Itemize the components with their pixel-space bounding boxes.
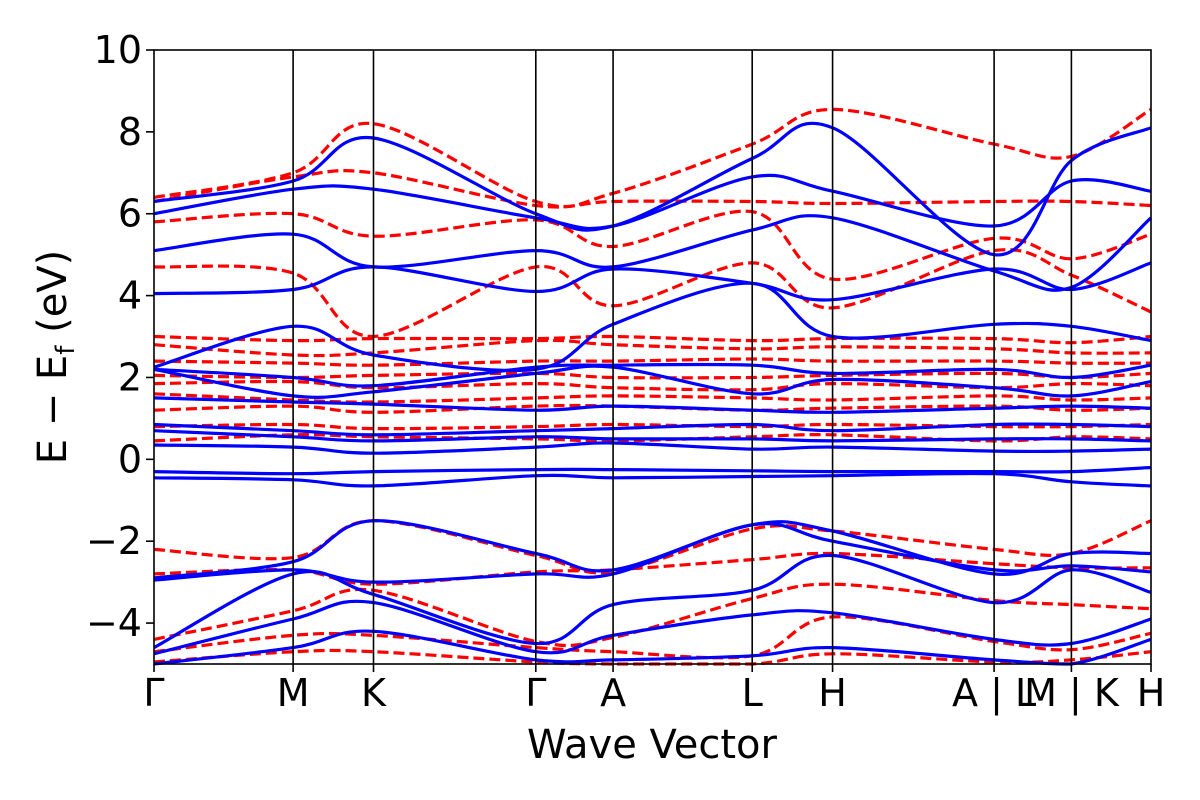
x-ticks: Γ M K Γ A L H A | LM | K H: [143, 664, 1165, 716]
y-tick-label: 10: [94, 28, 142, 72]
x-tick-label: M: [277, 671, 310, 715]
x-tick-label: K: [361, 671, 387, 715]
x-tick-label: H: [818, 671, 847, 715]
dashed-band-line-11: [153, 209, 1152, 282]
solid-band-line-13: [153, 121, 1152, 257]
y-tick-label: 0: [118, 437, 142, 481]
solid-band-line-8: [153, 362, 1152, 388]
y-tick-label: 4: [118, 274, 142, 318]
solid-band-line-4: [153, 429, 1152, 443]
solid-band-line-16: [153, 553, 1152, 650]
plot-frame: [153, 49, 1152, 665]
solid-band-line-1: [153, 471, 1152, 488]
dashed-band-line-13: [153, 107, 1152, 209]
solid-band-line-7: [153, 364, 1152, 399]
solid-band-line-18: [153, 629, 1152, 666]
dashed-band-line-12: [153, 169, 1152, 209]
y-tick-label: 2: [118, 355, 142, 399]
x-tick-label: Γ: [525, 671, 546, 715]
dashed-band-line-8: [153, 338, 1152, 358]
solid-band-line-6: [153, 396, 1152, 414]
y-tick-label: 6: [118, 192, 142, 236]
x-tick-label: A: [600, 671, 626, 715]
solid-band-line-9: [153, 281, 1152, 373]
x-tick-label: M | K: [1024, 671, 1120, 716]
x-tick-label: L: [742, 671, 763, 715]
dashed-band-line-9: [153, 334, 1152, 345]
high-symmetry-lines: [292, 50, 1073, 664]
y-tick-label: −2: [86, 519, 142, 563]
solid-band-line-12: [153, 173, 1152, 230]
dashed-band-line-4: [153, 392, 1152, 404]
solid-band-line-2: [153, 465, 1152, 476]
x-axis-title: Wave Vector: [527, 722, 778, 768]
dashed-band-line-17: [153, 615, 1152, 660]
dashed-band-line-2: [153, 422, 1152, 431]
solid-band-line-11: [153, 214, 1153, 292]
x-tick-label: A | L: [952, 671, 1036, 716]
solid-band-line-10: [153, 261, 1152, 302]
dashed-band-line-6: [153, 371, 1152, 380]
y-axis-title-subscript: f: [51, 345, 81, 355]
dashed-band-line-7: [153, 357, 1152, 367]
y-axis-title-main: E − E: [30, 355, 76, 465]
x-tick-label: H: [1137, 671, 1166, 715]
y-ticks: −4 −2 0 2 4 6 8 10: [86, 28, 154, 645]
dashed-band-line-15: [153, 551, 1152, 586]
y-tick-label: 8: [118, 110, 142, 154]
y-tick-label: −4: [86, 601, 142, 645]
dashed-band-line-1: [153, 433, 1152, 443]
y-axis-title-unit: (eV): [30, 250, 76, 346]
solid-band-line-3: [153, 441, 1152, 455]
solid-band-line-17: [153, 599, 1152, 656]
x-tick-label: Γ: [143, 671, 164, 715]
y-axis-title: E − Ef (eV): [30, 250, 81, 465]
solid-band-line-5: [153, 422, 1152, 437]
bands-layer: [153, 107, 1153, 666]
